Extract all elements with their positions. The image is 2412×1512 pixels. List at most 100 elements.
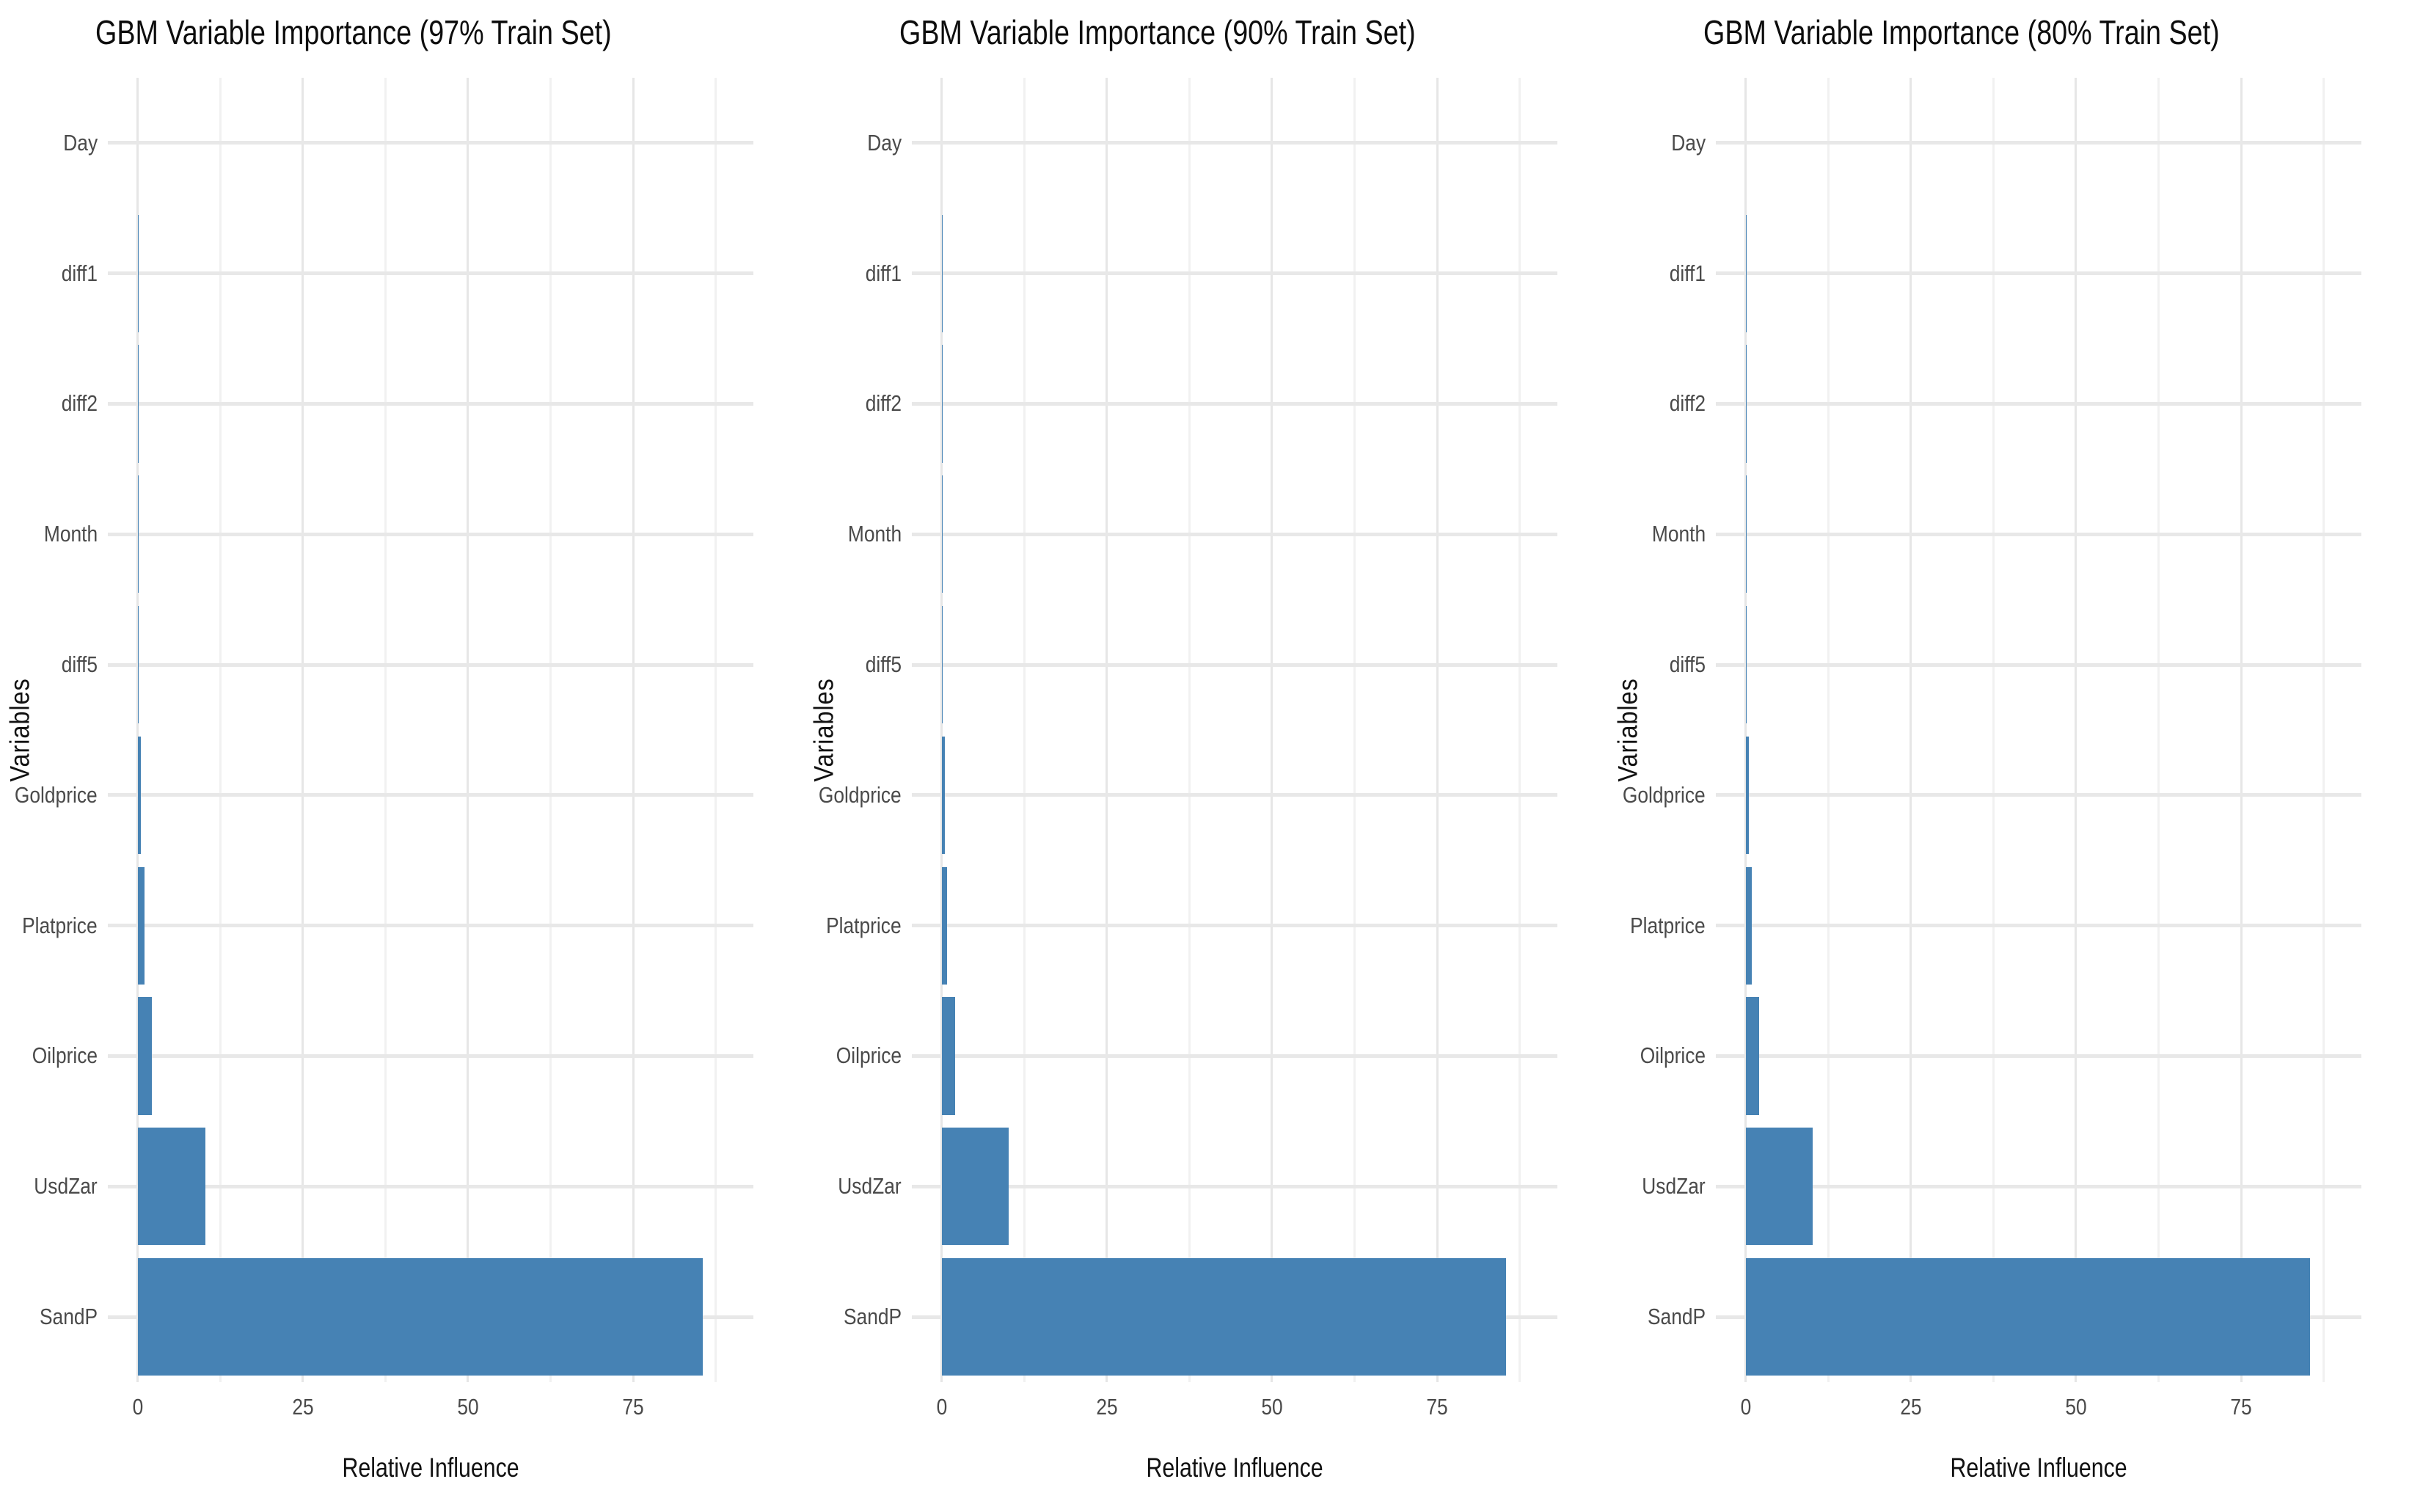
gridline-x-minor-87.5 — [2323, 78, 2325, 1382]
bar-diff1 — [941, 214, 943, 332]
y-label-day: Day — [844, 78, 912, 208]
x-tick-text: 25 — [1900, 1394, 1922, 1420]
bar-goldprice — [941, 736, 945, 854]
chart-grid: Variables Day diff1 diff2 Month diff5 Goldpri… — [1608, 78, 2412, 1501]
gridline-y-platprice — [912, 924, 1557, 928]
chart-panel-3: GBM Variable Importance (80% Train Set) … — [1608, 0, 2412, 1512]
y-label-goldprice: Goldprice — [1623, 730, 1716, 861]
bar-oilprice — [941, 997, 955, 1115]
gridline-x-minor-62.5 — [549, 78, 552, 1382]
gridline-x-major-50 — [467, 78, 469, 1382]
gridline-y-platprice — [108, 924, 753, 928]
bar-platprice — [941, 866, 948, 985]
x-tick-25: 25 — [290, 1394, 315, 1420]
y-label-diff5: diff5 — [1648, 599, 1716, 730]
y-label-text: Oilprice — [32, 1042, 98, 1069]
y-label-text: diff2 — [1669, 390, 1706, 417]
y-label-usdzar: UsdZar — [838, 1121, 912, 1252]
gridline-y-usdzar — [1716, 1184, 2361, 1188]
gridline-x-major-25 — [302, 78, 304, 1382]
x-tick-text: 50 — [1261, 1394, 1283, 1420]
y-label-usdzar: UsdZar — [34, 1121, 108, 1252]
x-tick-text: 75 — [1426, 1394, 1448, 1420]
y-label-text: Month — [43, 521, 98, 547]
x-tick-text: 50 — [2065, 1394, 2087, 1420]
y-label-text: Day — [867, 129, 902, 156]
chart-title: GBM Variable Importance (90% Train Set) — [899, 13, 1608, 78]
y-label-month: Month — [844, 469, 912, 599]
y-label-sandp: SandP — [1648, 1252, 1716, 1382]
gridline-y-diff2 — [912, 402, 1557, 406]
y-label-oilprice: Oilprice — [1640, 991, 1716, 1122]
y-label-text: UsdZar — [1642, 1173, 1706, 1199]
x-tick-text: 0 — [132, 1394, 143, 1420]
bar-goldprice — [1745, 736, 1750, 854]
x-tick-text: 25 — [292, 1394, 314, 1420]
y-label-sandp: SandP — [844, 1252, 912, 1382]
gridline-y-usdzar — [108, 1184, 753, 1188]
x-tick-50: 50 — [456, 1394, 480, 1420]
y-label-diff1: diff1 — [40, 208, 108, 339]
gridline-y-goldprice — [912, 793, 1557, 797]
y-label-text: diff1 — [61, 260, 98, 286]
gridline-x-major-75 — [632, 78, 635, 1382]
plot-area — [1716, 78, 2361, 1382]
gridline-y-day — [108, 141, 753, 145]
x-tick-50: 50 — [1260, 1394, 1284, 1420]
gridline-y-day — [912, 141, 1557, 145]
bar-usdzar — [941, 1128, 1009, 1246]
y-axis-title-text: Variables — [4, 678, 35, 782]
y-label-goldprice: Goldprice — [819, 730, 912, 861]
y-label-text: diff5 — [865, 651, 902, 678]
gridline-x-major-25 — [1910, 78, 1912, 1382]
y-label-diff2: diff2 — [844, 339, 912, 470]
y-label-text: SandP — [39, 1304, 98, 1330]
gridline-y-month — [912, 532, 1557, 536]
bar-month — [1745, 475, 1747, 594]
y-label-diff1: diff1 — [1648, 208, 1716, 339]
x-tick-text: 25 — [1096, 1394, 1118, 1420]
x-axis-title-text: Relative Influence — [1146, 1453, 1323, 1483]
gridline-x-minor-37.5 — [1992, 78, 1995, 1382]
bar-oilprice — [137, 997, 153, 1115]
y-label-oilprice: Oilprice — [836, 991, 912, 1122]
gridline-x-minor-12.5 — [1827, 78, 1830, 1382]
gridline-x-minor-12.5 — [219, 78, 222, 1382]
gridline-x-major-0 — [940, 78, 943, 1382]
y-label-text: Goldprice — [819, 781, 902, 808]
y-label-month: Month — [40, 469, 108, 599]
plot-area — [912, 78, 1557, 1382]
y-label-text: Platprice — [826, 912, 902, 938]
y-label-text: UsdZar — [838, 1173, 902, 1199]
gridline-y-diff5 — [1716, 662, 2361, 667]
bar-oilprice — [1745, 997, 1760, 1115]
gridline-x-major-50 — [2075, 78, 2077, 1382]
x-tick-text: 50 — [457, 1394, 479, 1420]
y-label-text: diff2 — [865, 390, 902, 417]
y-label-text: diff2 — [61, 390, 98, 417]
plot-area — [108, 78, 753, 1382]
y-label-text: Platprice — [22, 912, 98, 938]
chart-grid: Variables Day diff1 diff2 Month diff5 Goldpri… — [0, 78, 804, 1501]
y-axis-title-text: Variables — [808, 678, 839, 782]
chart-panel-1: GBM Variable Importance (97% Train Set) … — [0, 0, 804, 1512]
chart-panel-2: GBM Variable Importance (90% Train Set) … — [804, 0, 1608, 1512]
bar-diff5 — [941, 606, 943, 724]
gridline-y-oilprice — [108, 1054, 753, 1058]
x-tick-text: 0 — [1740, 1394, 1751, 1420]
gridline-y-goldprice — [1716, 793, 2361, 797]
x-axis-title-text: Relative Influence — [1950, 1453, 2127, 1483]
y-label-month: Month — [1648, 469, 1716, 599]
x-axis-title: Relative Influence — [108, 1435, 753, 1501]
gridline-y-diff2 — [108, 402, 753, 406]
bar-diff5 — [1745, 606, 1747, 724]
bar-diff2 — [941, 345, 943, 463]
y-axis-labels: Day diff1 diff2 Month diff5 Goldprice Platpric… — [1623, 78, 1716, 1382]
bar-usdzar — [137, 1128, 206, 1246]
y-label-day: Day — [1648, 78, 1716, 208]
gridline-y-month — [108, 532, 753, 536]
chart-grid: Variables Day diff1 diff2 Month diff5 Goldpri… — [804, 78, 1608, 1501]
x-tick-0: 0 — [935, 1394, 948, 1420]
gridline-x-major-0 — [136, 78, 139, 1382]
